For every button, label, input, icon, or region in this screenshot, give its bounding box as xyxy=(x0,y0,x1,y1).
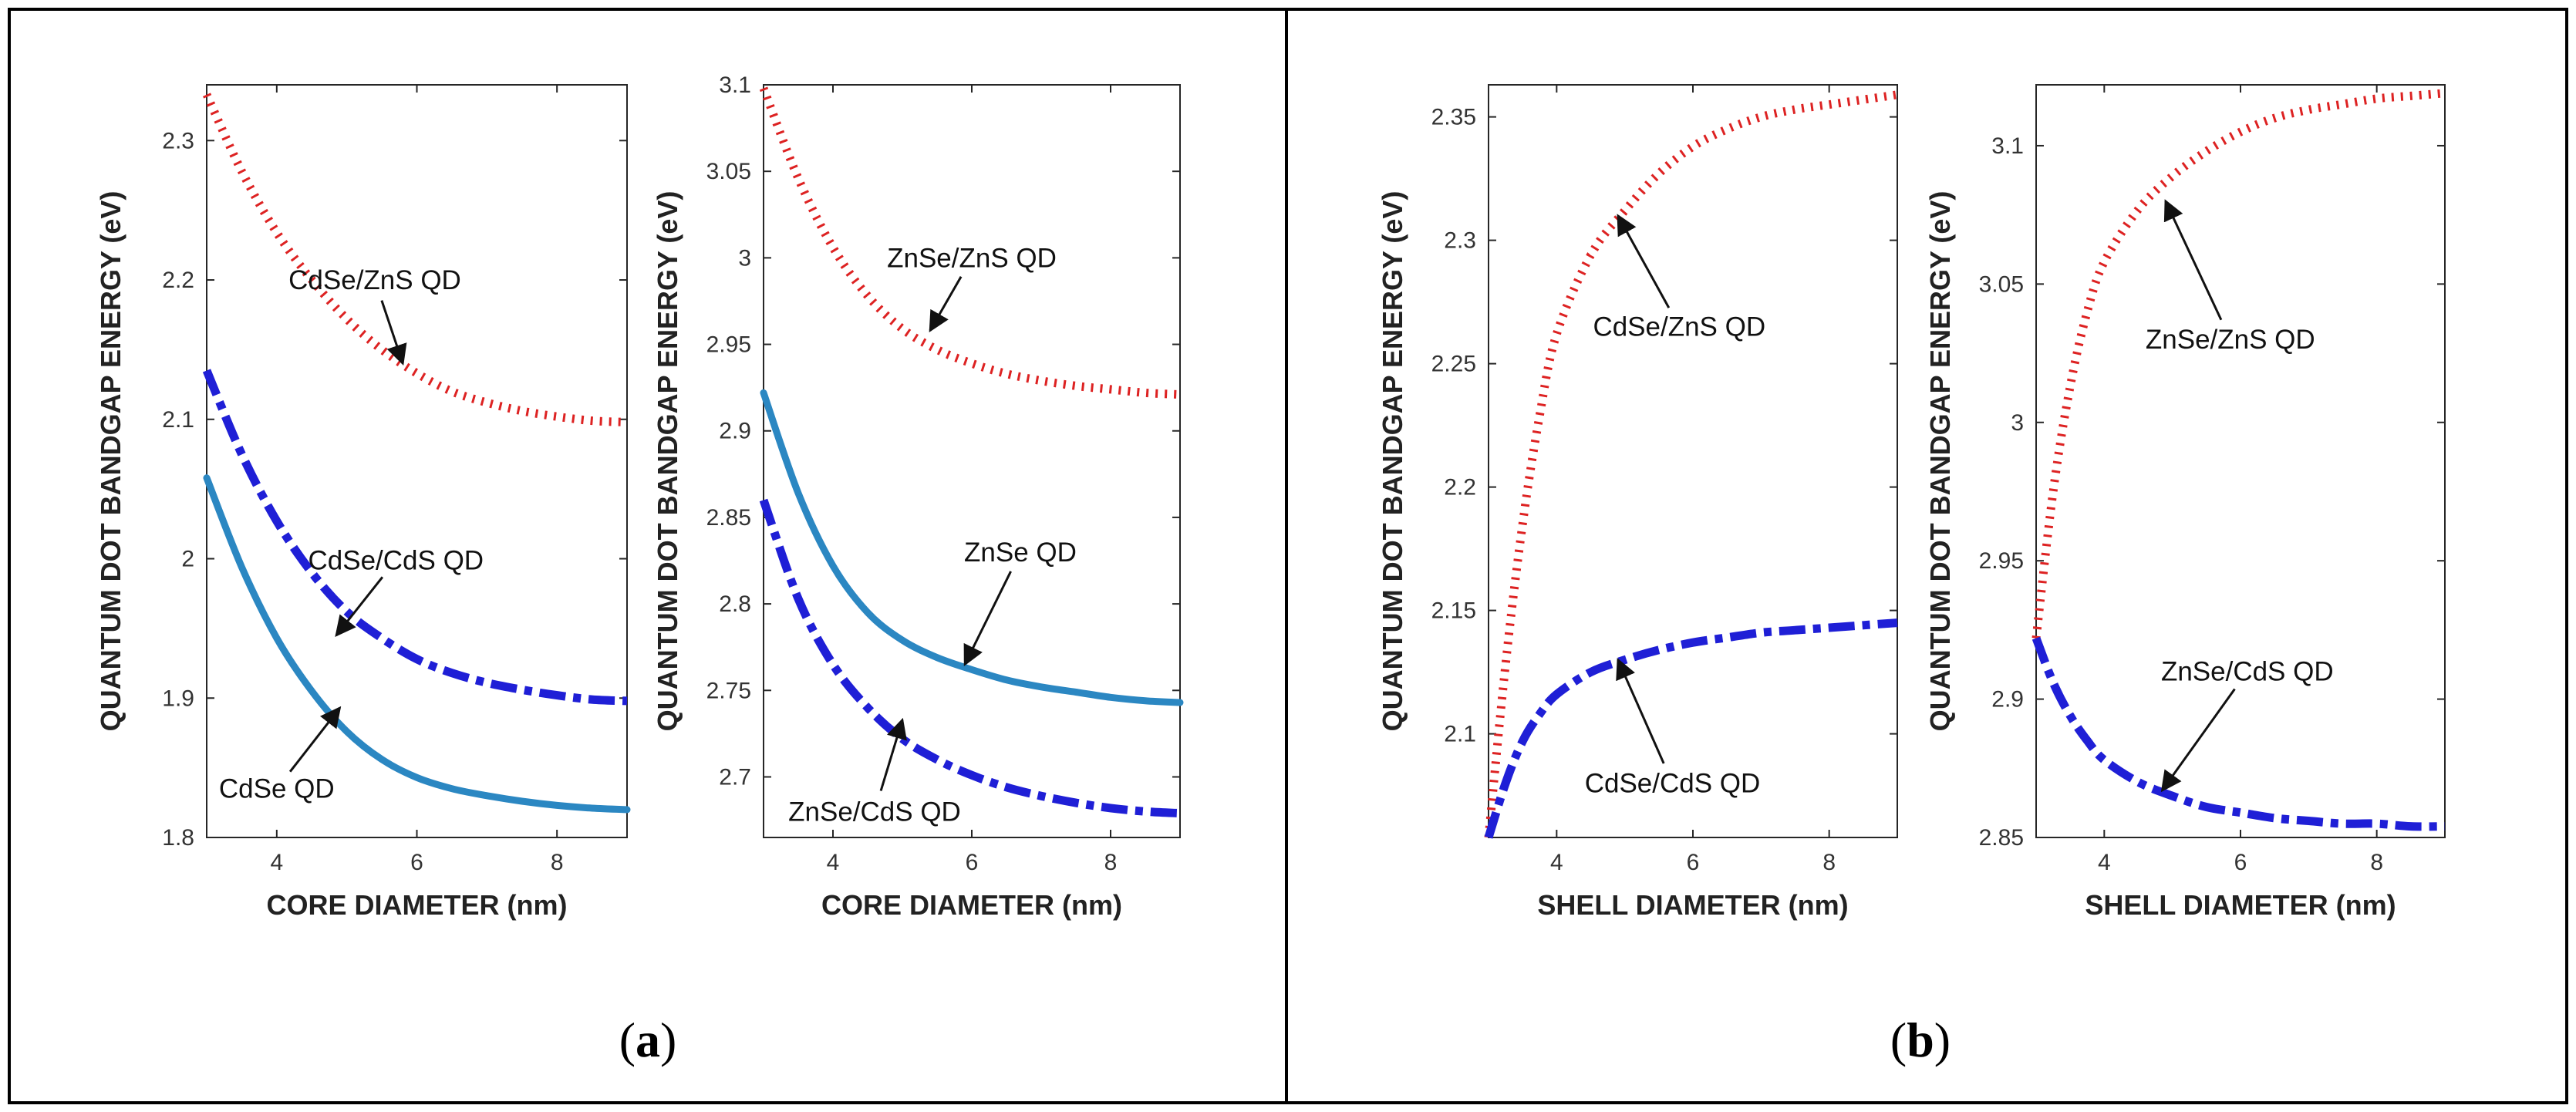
x-tick-label: 8 xyxy=(2370,850,2383,875)
y-tick-label: 2.1 xyxy=(1444,722,1476,747)
annotation-label: ZnSe/ZnS QD xyxy=(887,243,1057,273)
annotation-arrow xyxy=(879,717,907,791)
x-axis-label: CORE DIAMETER (nm) xyxy=(821,889,1122,921)
y-tick-label: 2.9 xyxy=(719,419,751,444)
y-tick-label: 2.2 xyxy=(1444,475,1476,500)
series-znse-cds-qd xyxy=(759,498,1181,818)
x-tick-label: 4 xyxy=(827,850,840,875)
y-tick-label: 2.95 xyxy=(706,332,751,358)
annotation-arrow xyxy=(2160,688,2236,793)
annotation-label: CdSe QD xyxy=(219,774,335,804)
annotation-arrow xyxy=(335,576,384,638)
x-tick-label: 6 xyxy=(2234,850,2247,875)
panel-label-a: (a) xyxy=(619,1013,677,1067)
annotation-label: CdSe/CdS QD xyxy=(1585,769,1761,799)
y-axis-label: QUANTUM DOT BANDGAP ENERGY (eV) xyxy=(1924,191,1956,732)
x-tick-label: 6 xyxy=(1687,850,1700,875)
annotation-arrow xyxy=(963,571,1012,667)
y-tick-label: 2.1 xyxy=(162,407,194,433)
annotation-label: ZnSe/ZnS QD xyxy=(2146,325,2315,355)
annotation-arrow xyxy=(929,275,963,332)
annotation-label: ZnSe QD xyxy=(964,537,1077,568)
annotation-label: CdSe/ZnS QD xyxy=(288,265,461,295)
y-tick-label: 2.2 xyxy=(162,268,194,293)
series-znse-cds-qd xyxy=(2031,636,2446,831)
y-tick-label: 1.9 xyxy=(162,686,194,711)
plots: 1.8 1.9 2 2.1 2.2 2.3 4 6 8 CORE DIAMETER (nm) QUA… xyxy=(95,72,2446,921)
y-tick-label: 3 xyxy=(2011,410,2024,436)
annotation-label: CdSe/ZnS QD xyxy=(1593,312,1765,342)
y-tick-label: 2.3 xyxy=(162,128,194,153)
y-axis-label: QUANTUM DOT BANDGAP ENERGY (eV) xyxy=(652,191,683,732)
y-tick-label: 2.3 xyxy=(1444,228,1476,254)
x-tick-label: 8 xyxy=(551,850,564,875)
y-tick-label: 2.25 xyxy=(1431,352,1476,377)
x-axis-label: CORE DIAMETER (nm) xyxy=(267,889,568,921)
chart-1: 1.8 1.9 2 2.1 2.2 2.3 4 6 8 CORE DIAMETER (nm) QUA… xyxy=(95,84,631,921)
annotation-arrow xyxy=(380,300,407,366)
y-tick-label: 3.05 xyxy=(706,159,751,184)
y-tick-label: 2.95 xyxy=(1979,548,2024,574)
annotation-arrow xyxy=(1617,214,1671,308)
annotation-label: ZnSe/CdS QD xyxy=(788,797,961,827)
y-tick-label: 2.7 xyxy=(719,764,751,790)
x-axis-label: SHELL DIAMETER (nm) xyxy=(2085,889,2396,921)
plot-frame xyxy=(206,84,628,838)
annotation-arrow xyxy=(2163,199,2223,321)
plot-frame xyxy=(2035,84,2446,838)
x-axis-label: SHELL DIAMETER (nm) xyxy=(1537,889,1848,921)
annotation-arrow xyxy=(288,706,342,773)
series-znse-zns-qd xyxy=(2031,89,2446,639)
x-tick-label: 4 xyxy=(270,850,283,875)
y-tick-label: 3.05 xyxy=(1979,271,2024,297)
y-tick-label: 3 xyxy=(738,245,751,271)
y-tick-label: 2.8 xyxy=(719,591,751,617)
y-tick-label: 2.9 xyxy=(1991,687,2024,713)
annotation-label: ZnSe/CdS QD xyxy=(2161,657,2334,687)
y-axis-label: QUANTUM DOT BANDGAP ENERGY (eV) xyxy=(95,191,126,732)
series-cdse-qd xyxy=(203,474,631,814)
chart-3: 2.1 2.15 2.2 2.25 2.3 2.35 4 6 8 SHELL DIAMETER (… xyxy=(1377,84,1898,921)
annotation-arrow xyxy=(1616,658,1665,764)
x-tick-label: 4 xyxy=(2098,850,2111,875)
annotation-label: CdSe/CdS QD xyxy=(309,545,484,575)
x-tick-label: 4 xyxy=(1550,850,1563,875)
y-tick-label: 2 xyxy=(181,547,194,572)
x-tick-label: 6 xyxy=(410,850,423,875)
y-tick-label: 1.8 xyxy=(162,825,194,851)
y-axis-label: QUANTUM DOT BANDGAP ENERGY (eV) xyxy=(1377,191,1408,732)
series-cdse-cds-qd xyxy=(202,369,628,706)
y-tick-label: 2.75 xyxy=(706,678,751,703)
series-cdse-cds-qd xyxy=(1484,618,1898,839)
y-tick-label: 3.1 xyxy=(719,72,751,98)
x-tick-label: 6 xyxy=(966,850,979,875)
series-znse-qd xyxy=(760,389,1184,706)
y-tick-label: 2.85 xyxy=(706,505,751,531)
x-tick-label: 8 xyxy=(1104,850,1118,875)
plot-frame xyxy=(763,84,1181,838)
y-tick-label: 2.35 xyxy=(1431,105,1476,130)
plot-frame xyxy=(1488,84,1898,838)
y-tick-label: 3.1 xyxy=(1991,133,2024,159)
x-tick-label: 8 xyxy=(1822,850,1836,875)
panel-label-b: (b) xyxy=(1890,1013,1951,1067)
y-tick-label: 2.85 xyxy=(1979,825,2024,851)
y-tick-label: 2.15 xyxy=(1431,598,1476,624)
chart-2: 2.7 2.75 2.8 2.85 2.9 2.95 3 3.05 3.1 4 6 8 CORE DIA… xyxy=(652,72,1184,921)
chart-4: 2.85 2.9 2.95 3 3.05 3.1 4 6 8 SHELL DIAMETER (nm… xyxy=(1924,84,2446,921)
